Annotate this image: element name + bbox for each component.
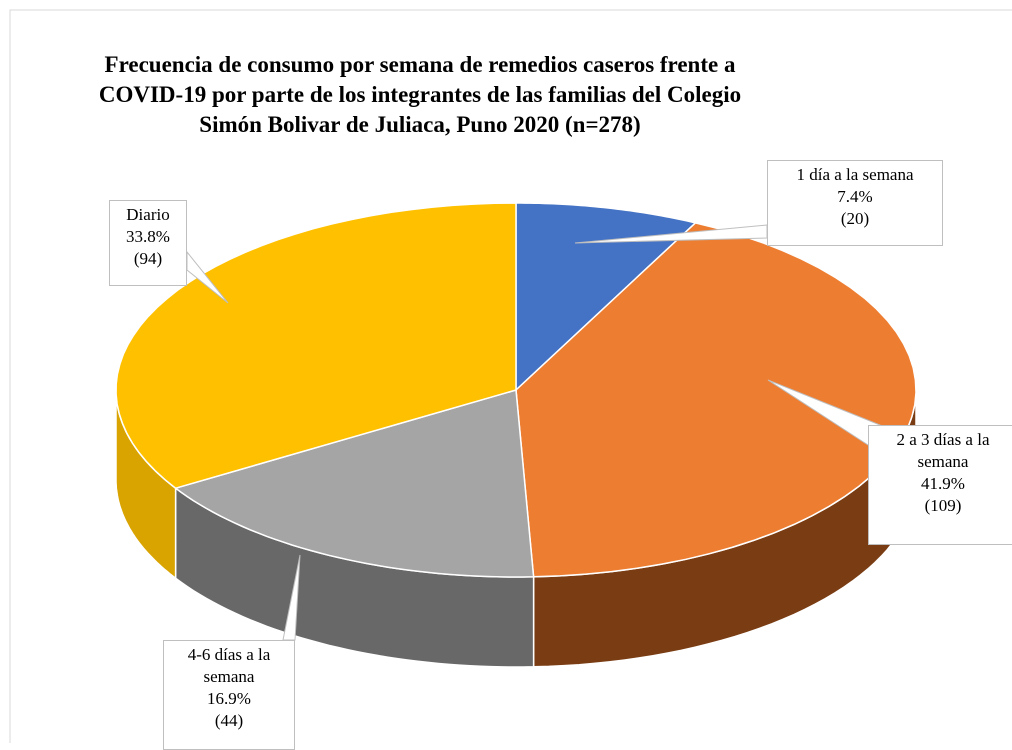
data-label: 2 a 3 días a la semana 41.9% (109) — [868, 425, 1012, 545]
label-category: 2 a 3 días a la semana — [896, 430, 990, 471]
data-label: Diario 33.8% (94) — [109, 200, 187, 286]
label-value: 41.9% — [921, 474, 965, 493]
callout-pointer — [186, 250, 229, 304]
data-label: 1 día a la semana 7.4% (20) — [767, 160, 943, 246]
chart-title: Frecuencia de consumo por semana de reme… — [98, 52, 742, 137]
label-value: (44) — [214, 711, 244, 730]
label-value: 16.9% — [207, 689, 251, 708]
slice — [173, 389, 535, 578]
label-value: 33.8% — [126, 227, 170, 246]
label-value: (94) — [133, 249, 163, 268]
label-category: 1 día a la semana — [796, 165, 914, 184]
label-value: 7.4% — [837, 187, 873, 206]
label-value: (20) — [840, 209, 870, 228]
callouts — [186, 224, 881, 641]
slice — [515, 202, 697, 392]
slice — [115, 202, 517, 490]
label-category: 4-6 días a la semana — [187, 645, 271, 686]
data-label: 4-6 días a la semana 16.9% (44) — [163, 640, 295, 750]
label-category: Diario — [126, 205, 170, 224]
chart-frame — [9, 9, 1012, 743]
label-value: (109) — [924, 496, 962, 515]
pie — [115, 202, 917, 668]
